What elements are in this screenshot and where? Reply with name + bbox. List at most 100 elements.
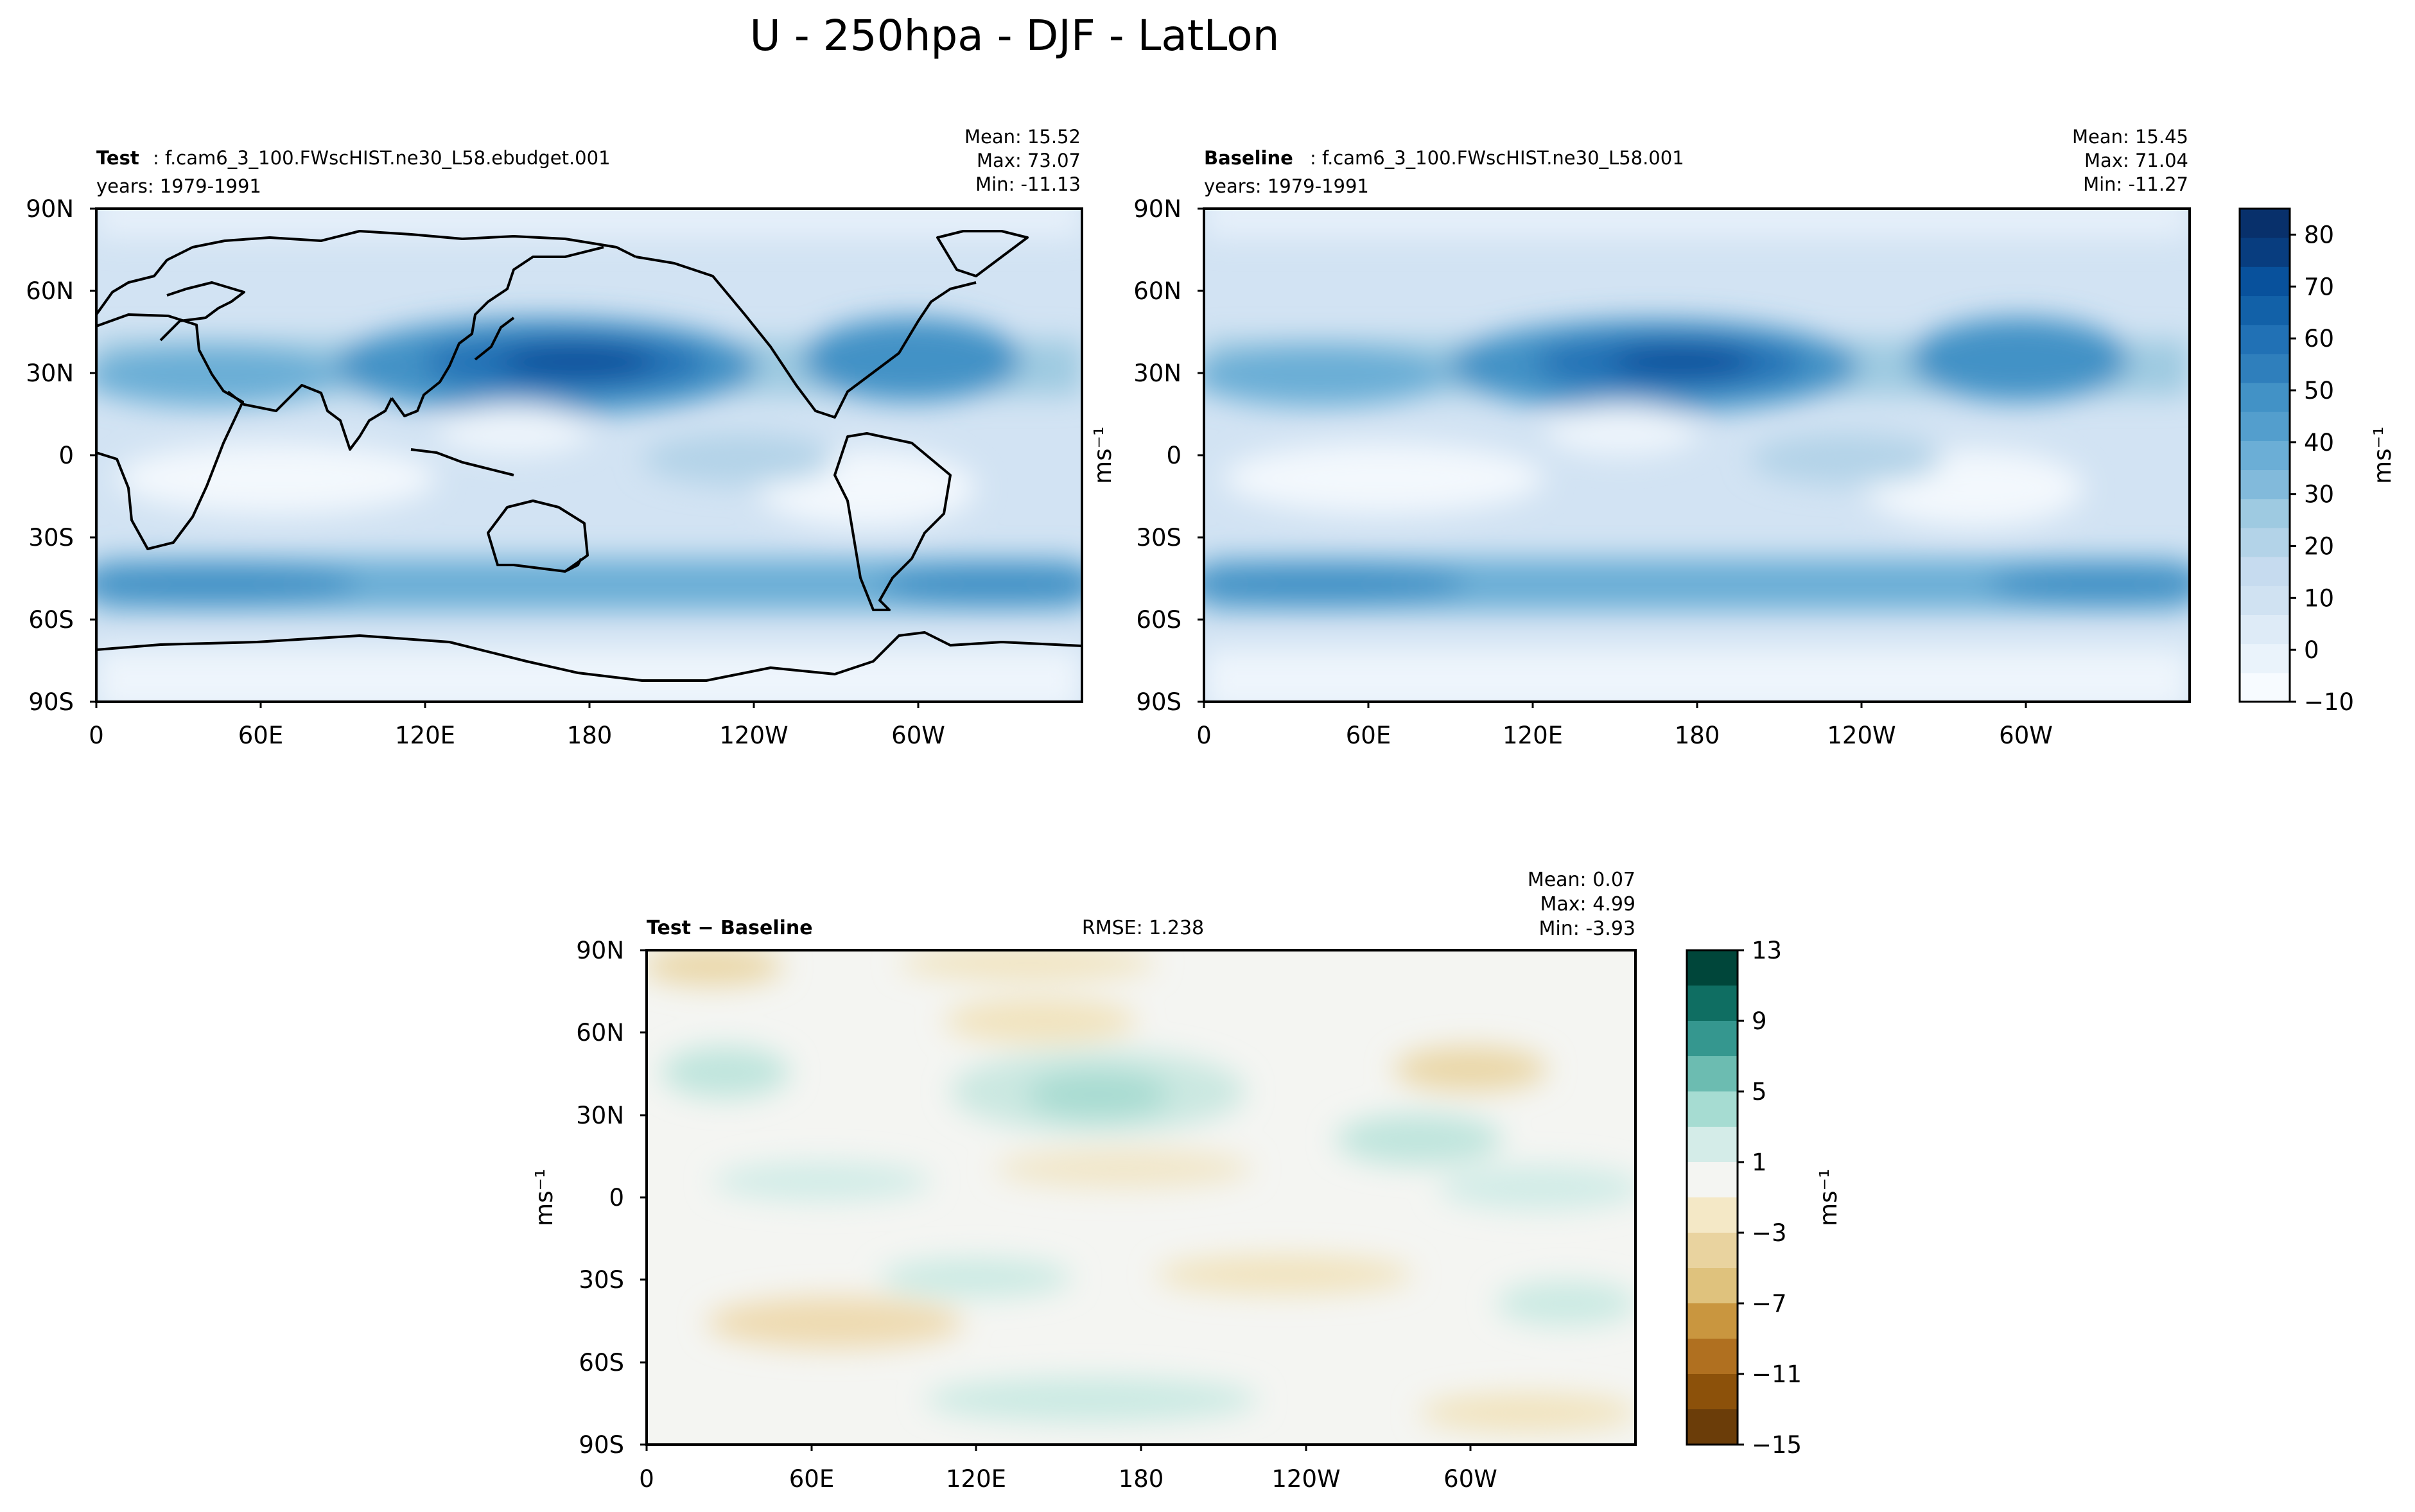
- panel-difference-field: [647, 950, 1635, 1445]
- colorbar-difference-tick-label: −7: [1752, 1290, 1787, 1317]
- lon-tick: 180: [1675, 722, 1720, 749]
- lon-tick: 0: [1196, 722, 1212, 749]
- lat-tick: 90N: [26, 195, 74, 223]
- coast-eurasia-arctic: [96, 230, 636, 316]
- lon-tick: 0: [639, 1465, 654, 1493]
- colorbar-wind-tick-label: 20: [2304, 532, 2334, 560]
- coast-south-america: [833, 432, 952, 611]
- pos-anomaly-us: [1336, 1114, 1503, 1165]
- colorbar-wind-swatch: [2240, 643, 2290, 673]
- panel-test-name-rest: : f.cam6_3_100.FWscHIST.ne30_L58.ebudget…: [153, 147, 611, 169]
- coast-greenland: [936, 230, 1029, 277]
- colorbar-difference-swatch: [1687, 1127, 1738, 1163]
- colorbar-difference-swatch: [1687, 1162, 1738, 1198]
- colorbar-difference-swatch: [1687, 1056, 1738, 1092]
- jet-core-pacific-max: [501, 343, 655, 379]
- lon-tick: 120W: [1271, 1465, 1340, 1493]
- colorbar-wind-swatch: [2240, 353, 2290, 383]
- lon-tick: 60E: [1346, 722, 1391, 749]
- colorbar-wind-tick-label: 60: [2304, 325, 2334, 352]
- panel-test-max: Max: 73.07: [977, 150, 1081, 171]
- coast-east-asia: [390, 246, 604, 417]
- axis-ticks-baseline: 90N 60N 30N 0 30S 60S 90S 0 60E 120E 180…: [1133, 195, 2053, 749]
- lon-tick: 0: [89, 722, 104, 749]
- pos-anomaly-eurasia: [661, 1047, 790, 1098]
- colorbar-difference-swatch: [1687, 1021, 1738, 1057]
- neg-anomaly-north-pacific: [944, 998, 1137, 1043]
- neg-anomaly-arctic-2: [899, 950, 1156, 979]
- sh-jet-max-2: [880, 564, 1082, 605]
- colorbar-difference-swatch: [1687, 1268, 1738, 1304]
- colorbar-wind-swatch: [2240, 383, 2290, 412]
- jet-core-pacific-max: [1612, 345, 1753, 378]
- lat-tick: 0: [1166, 442, 1181, 469]
- jet-middle-east: [96, 345, 340, 406]
- colorbar-difference-swatch: [1687, 1091, 1738, 1127]
- pos-anomaly-tropics-2: [1438, 1165, 1635, 1210]
- axis-ticks-difference: 90N 60N 30N 0 30S 60S 90S 0 60E 120E 180…: [576, 937, 1497, 1493]
- colorbar-wind-swatch: [2240, 295, 2290, 326]
- lat-tick: 30S: [1136, 524, 1181, 552]
- lat-tick: 60S: [579, 1349, 624, 1377]
- sh-jet-max-2: [1987, 564, 2190, 605]
- panel-test-field: [96, 209, 1082, 702]
- lon-tick: 60W: [891, 722, 945, 749]
- jet-middle-east: [1204, 345, 1448, 406]
- lon-tick: 60E: [789, 1465, 834, 1493]
- pos-anomaly-south-2: [1496, 1281, 1635, 1326]
- colorbar-difference-swatch: [1687, 1339, 1738, 1375]
- sh-jet-max-1: [96, 564, 360, 605]
- equatorial-westerly: [642, 433, 835, 485]
- lon-tick: 180: [567, 722, 613, 749]
- lon-tick: 120E: [395, 722, 455, 749]
- coast-north-america: [635, 256, 977, 419]
- coastlines-test: [96, 230, 1082, 682]
- colorbar-wind-tick-label: 10: [2304, 584, 2334, 612]
- lon-tick: 60W: [1999, 722, 2053, 749]
- panel-test-name-bold: Test: [96, 147, 139, 169]
- tropical-minimum-3: [1544, 404, 1698, 456]
- lon-tick: 120W: [1827, 722, 1896, 749]
- panel-baseline: Baseline : f.cam6_3_100.FWscHIST.ne30_L5…: [1133, 126, 2191, 749]
- panel-baseline-min: Min: -11.27: [2083, 173, 2188, 195]
- colorbar-wind-tick-label: 50: [2304, 377, 2334, 404]
- polar-cap-north: [1204, 209, 2190, 238]
- panel-baseline-name-rest: : f.cam6_3_100.FWscHIST.ne30_L58.001: [1310, 147, 1684, 169]
- lat-tick: 60N: [26, 277, 74, 305]
- panel-baseline-years: years: 1979-1991: [1204, 175, 1369, 197]
- neg-anomaly-south-1: [706, 1297, 963, 1348]
- lat-tick: 90N: [1133, 195, 1181, 223]
- colorbar-wind-swatch: [2240, 440, 2290, 471]
- neg-anomaly-antarctic: [1419, 1393, 1635, 1432]
- colorbar-wind-swatches: [2240, 209, 2290, 702]
- tropical-minimum-1: [1223, 443, 1544, 514]
- panel-diff-max: Max: 4.99: [1540, 893, 1635, 916]
- colorbar-difference-tick-label: −15: [1752, 1431, 1802, 1459]
- lat-tick: 60N: [576, 1019, 624, 1047]
- coast-new-zealand: [564, 558, 582, 573]
- lat-tick: 30N: [1133, 360, 1181, 387]
- lat-tick: 30S: [28, 524, 74, 552]
- coast-africa: [96, 313, 244, 550]
- colorbar-difference: 13 9 5 1 −3 −7 −11 −15 ms⁻¹: [1686, 937, 1842, 1459]
- colorbar-difference-tick-label: −3: [1752, 1219, 1787, 1247]
- colorbar-difference-swatch: [1687, 950, 1738, 986]
- lon-tick: 120W: [719, 722, 788, 749]
- axis-ticks-test: 90N 60N 30N 0 30S 60S 90S 0 60E 120E 180…: [26, 195, 945, 749]
- panel-test-mean: Mean: 15.52: [964, 126, 1081, 148]
- lat-tick: 30N: [576, 1102, 624, 1129]
- coast-europe: [159, 281, 245, 342]
- colorbar-wind-swatch: [2240, 412, 2290, 441]
- sh-jet-max-1: [1204, 564, 1467, 605]
- colorbar-wind-tick-label: 30: [2304, 481, 2334, 508]
- neg-anomaly-arctic-1: [647, 950, 783, 986]
- lat-tick: 60S: [28, 606, 74, 634]
- jet-atlantic: [1910, 318, 2129, 401]
- colorbar-difference-tick-label: 9: [1752, 1007, 1767, 1035]
- colorbar-difference-tick-label: −11: [1752, 1360, 1802, 1388]
- lon-tick: 180: [1119, 1465, 1164, 1493]
- panel-difference: Test − Baseline RMSE: 1.238 Mean: 0.07 M…: [530, 869, 1637, 1493]
- polar-cap-south: [1204, 648, 2190, 702]
- colorbar-wind-swatch: [2240, 672, 2290, 702]
